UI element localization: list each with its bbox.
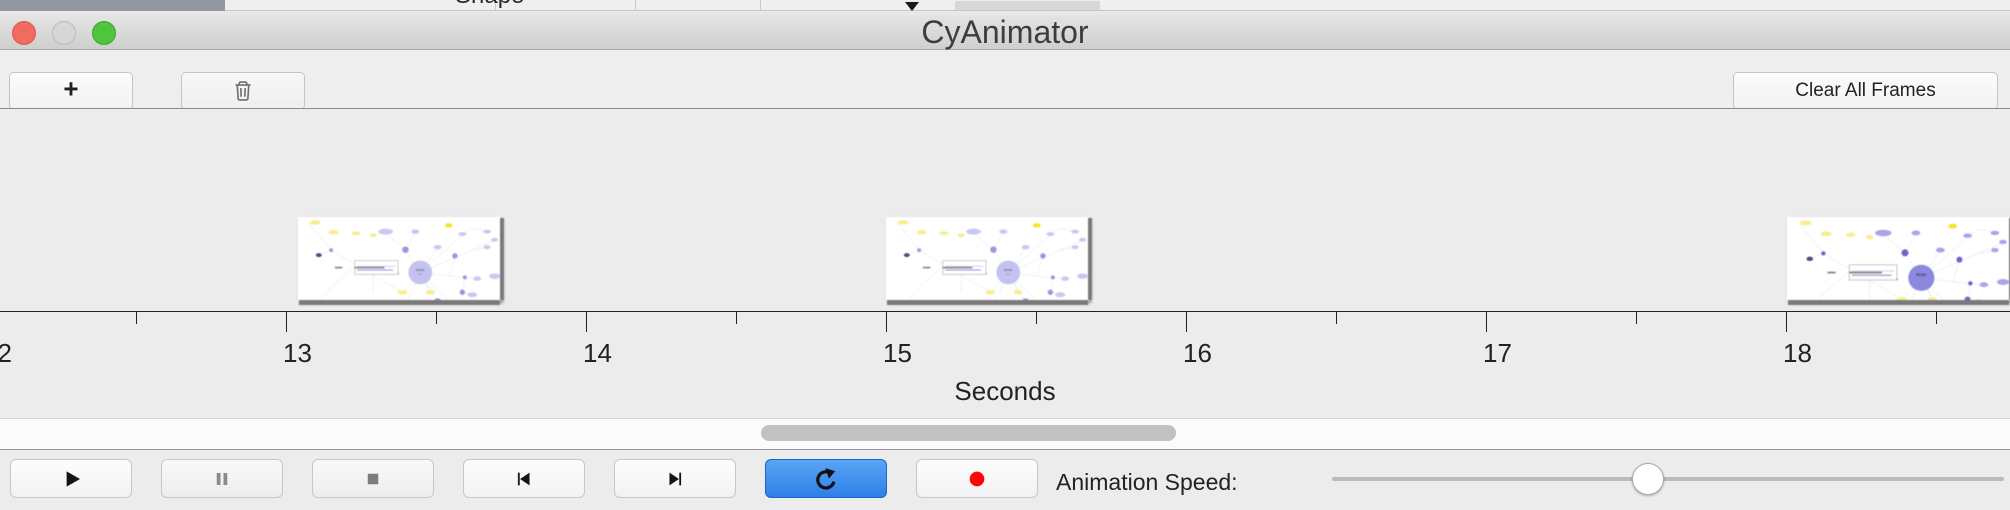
svg-text:jjjjjj jjj: jjjjjj jjj	[1005, 273, 1011, 275]
svg-text:MCM1: MCM1	[416, 268, 425, 272]
svg-text:.....: .....	[1920, 280, 1923, 282]
svg-text:MCM1: MCM1	[1004, 268, 1013, 272]
svg-text:jjjjjj jjj: jjjjjj jjj	[417, 273, 423, 275]
svg-text:MCM1: MCM1	[1916, 273, 1926, 277]
